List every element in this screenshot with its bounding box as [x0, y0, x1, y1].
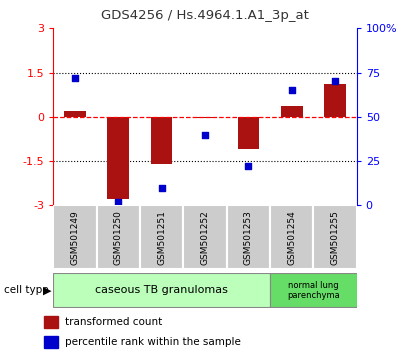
Bar: [45, 336, 58, 348]
Text: GSM501251: GSM501251: [157, 210, 166, 265]
Bar: [270, 205, 312, 269]
Bar: [270, 273, 356, 307]
Bar: [107, 117, 129, 199]
Text: transformed count: transformed count: [65, 317, 162, 327]
Bar: [45, 316, 58, 328]
Bar: [53, 205, 97, 269]
Text: GSM501255: GSM501255: [330, 210, 339, 265]
Bar: [194, 117, 215, 118]
Text: GSM501252: GSM501252: [200, 210, 209, 264]
Point: [115, 199, 121, 205]
Text: ▶: ▶: [43, 285, 52, 295]
Text: GDS4256 / Hs.4964.1.A1_3p_at: GDS4256 / Hs.4964.1.A1_3p_at: [101, 9, 308, 22]
Text: GSM501250: GSM501250: [114, 210, 123, 265]
Bar: [97, 205, 139, 269]
Bar: [183, 205, 226, 269]
Text: GSM501254: GSM501254: [286, 210, 295, 264]
Text: cell type: cell type: [4, 285, 49, 295]
Bar: [324, 84, 345, 117]
Point: [72, 75, 78, 81]
Bar: [226, 205, 270, 269]
Bar: [312, 205, 356, 269]
Bar: [64, 111, 85, 117]
Point: [331, 79, 337, 84]
Point: [288, 87, 294, 93]
Text: GSM501249: GSM501249: [70, 210, 79, 264]
Text: caseous TB granulomas: caseous TB granulomas: [95, 285, 227, 295]
Bar: [139, 205, 183, 269]
Text: normal lung
parenchyma: normal lung parenchyma: [286, 281, 339, 300]
Bar: [280, 107, 302, 117]
Bar: [237, 117, 258, 149]
Bar: [53, 273, 270, 307]
Point: [245, 164, 251, 169]
Point: [158, 185, 164, 190]
Text: GSM501253: GSM501253: [243, 210, 252, 265]
Bar: [151, 117, 172, 164]
Point: [201, 132, 208, 137]
Text: percentile rank within the sample: percentile rank within the sample: [65, 337, 240, 347]
